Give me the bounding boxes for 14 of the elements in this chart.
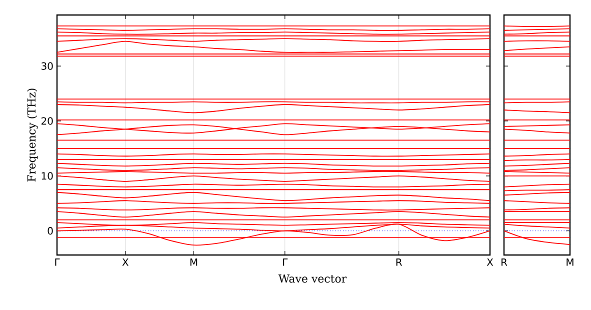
- y-tick-label: 10: [42, 172, 53, 180]
- y-tick-label: 20: [41, 117, 53, 125]
- x-tick-label: X: [486, 258, 494, 266]
- x-tick-label: M: [190, 258, 198, 266]
- x-tick-label: R: [396, 258, 402, 266]
- x-tick-label: M: [566, 258, 574, 266]
- y-tick-label: 30: [42, 62, 53, 70]
- x-axis-title: Wave vector: [278, 274, 347, 283]
- x-tick-label: X: [122, 258, 128, 266]
- y-tick-label: 0: [48, 227, 53, 235]
- x-tick-label: Γ: [283, 258, 288, 266]
- y-axis-title: Frequency (THz): [27, 88, 38, 182]
- x-tick-label: Γ: [55, 258, 60, 266]
- x-tick-label: R: [502, 258, 508, 266]
